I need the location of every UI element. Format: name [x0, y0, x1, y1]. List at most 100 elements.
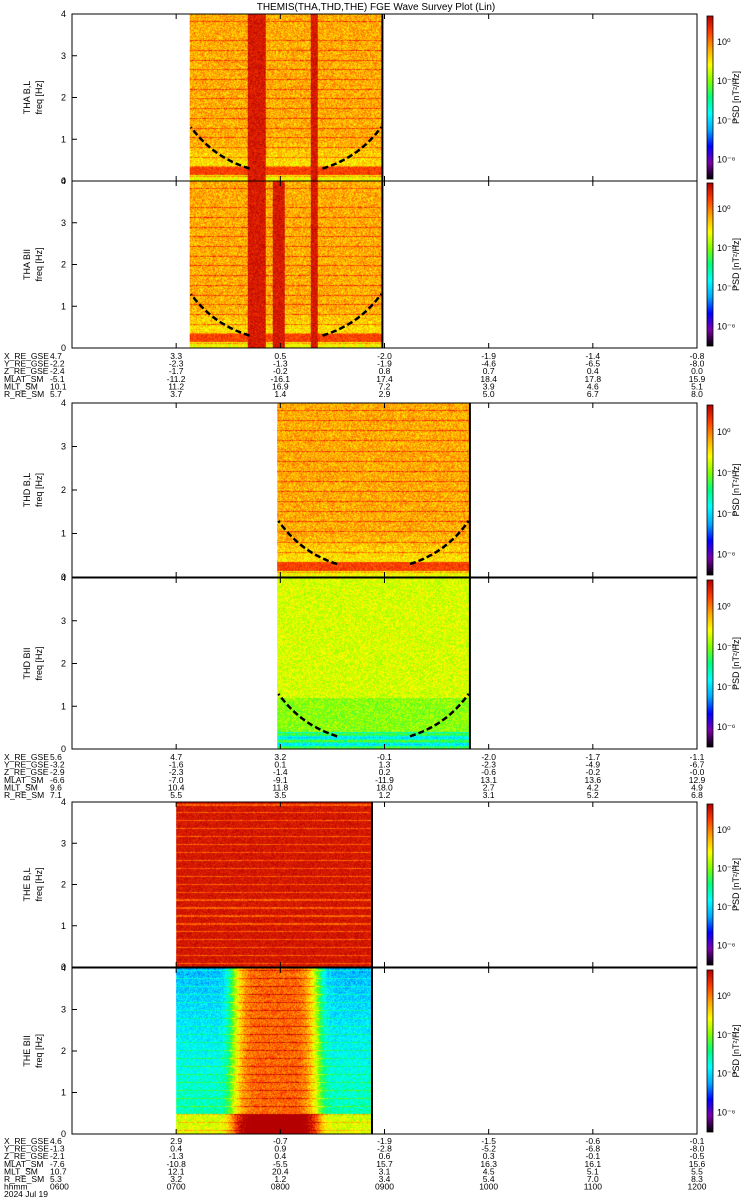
ephemeris-value: 5.2 [587, 790, 599, 800]
ephemeris-label: Z_RE_GSE [4, 767, 49, 777]
y-axis-label: THD B,L [22, 473, 32, 508]
colorbar [706, 404, 714, 576]
ephemeris-label: hhmm [4, 1182, 28, 1192]
ephemeris-value: 13.6 [585, 775, 602, 785]
ephemeris-label: Z_RE_GSE [4, 1151, 49, 1161]
y-axis-label: THA B,L [22, 81, 32, 115]
ephemeris-value: 11.8 [272, 782, 288, 792]
ephemeris-value: -0.1 [377, 752, 392, 762]
ephemeris-value: 0.4 [587, 366, 599, 376]
cyclotron-curve [322, 126, 383, 170]
ephemeris-value: 0700 [167, 1182, 186, 1192]
ephemeris-value: 4.6 [50, 1136, 62, 1146]
ephemeris-value: 0.0 [691, 366, 703, 376]
ephemeris-label: Z_RE_GSE [4, 366, 49, 376]
ephemeris-value: 7.0 [587, 1174, 599, 1184]
ephemeris-value: 0800 [271, 1182, 290, 1192]
cyclotron-curve [322, 293, 383, 337]
y-tick-label: 0 [61, 343, 66, 353]
colorbar-tick-label: 10⁻⁴ [717, 509, 736, 519]
colorbar-tick-label: 10⁻⁶ [717, 722, 736, 732]
spectrogram-image [277, 578, 471, 749]
y-tick-label: 4 [61, 573, 66, 583]
ephemeris-value: 17.4 [376, 374, 393, 384]
ephemeris-value: -1.7 [586, 752, 601, 762]
ephemeris-value: 0600 [50, 1182, 69, 1192]
colorbar-tick-label: 10⁻⁴ [717, 282, 736, 292]
y-axis-label: THD BII [22, 647, 32, 679]
panel-the-bl: 0 1 2 3 4 THE B,L freq [Hz] 10⁰ 10⁻² 10⁻⁴ 10⁻⁶ PSD … [22, 797, 741, 972]
cyclotron-curve [277, 693, 338, 738]
ephemeris-value: 0.5 [274, 351, 286, 361]
ephemeris-tables: X_RE_GSE 4.7 3.3 0.5 -2.0 -1.9 -1.4 -0.8Y_RE_GS… [4, 351, 707, 1199]
colorbar [706, 803, 714, 966]
y-tick-label: 1 [61, 301, 66, 311]
colorbar-tick-label: 10⁻⁶ [717, 550, 736, 560]
ephemeris-value: 5.5 [691, 1166, 703, 1176]
ephemeris-label: MLT_SM [4, 782, 38, 792]
ephemeris-value: 20.4 [272, 1166, 289, 1176]
ephemeris-value: 8.3 [691, 1174, 703, 1184]
ephemeris-value: 1.4 [274, 389, 286, 399]
ephemeris-value: 9.6 [50, 782, 62, 792]
colorbar-tick-label: 10⁰ [717, 204, 731, 214]
ephemeris-label: Y_RE_GSE [4, 359, 49, 369]
ephemeris-value: 17.8 [585, 374, 602, 384]
cyclotron-curve [409, 520, 470, 566]
ephemeris-tha: X_RE_GSE 4.7 3.3 0.5 -2.0 -1.9 -1.4 -0.8Y_RE_GS… [4, 351, 706, 399]
colorbar-tick-label: 10⁻² [717, 642, 735, 652]
ephemeris-value: -2.3 [481, 760, 496, 770]
y-axis-unit: freq [Hz] [34, 867, 44, 901]
y-tick-label: 0 [61, 1129, 66, 1139]
y-tick-label: 3 [61, 218, 66, 228]
ephemeris-label: R_RE_SM [4, 790, 44, 800]
ephemeris-value: 18.4 [480, 374, 497, 384]
spectrogram-image [176, 802, 373, 967]
ephemeris-value: -6.5 [586, 359, 601, 369]
spectrogram-image [189, 181, 383, 348]
ephemeris-value: -0.8 [690, 351, 705, 361]
ephemeris-value: 6.7 [587, 389, 599, 399]
y-axis-label: THE BII [22, 1035, 32, 1067]
y-axis-label: THE B,L [22, 867, 32, 901]
ephemeris-value: -1.9 [377, 359, 392, 369]
colorbar-tick-label: 10⁰ [717, 37, 731, 47]
ephemeris-thd: X_RE_GSE 5.6 4.7 3.2 -0.1 -2.0 -1.7 -1.1 Y_RE_GS… [4, 752, 706, 800]
y-tick-label: 1 [61, 921, 66, 931]
spectrogram-image [176, 968, 373, 1134]
ephemeris-value: -2.2 [50, 359, 65, 369]
ephemeris-value: 0.9 [274, 1144, 286, 1154]
ephemeris-label: MLT_SM [4, 381, 38, 391]
ephemeris-value: 4.7 [50, 351, 62, 361]
ephemeris-value: 8.0 [691, 389, 703, 399]
colorbar-tick-label: 10⁻⁴ [717, 902, 736, 912]
ephemeris-value: 16.3 [480, 1159, 497, 1169]
ephemeris-value: -2.3 [169, 359, 184, 369]
ephemeris-label: X_RE_GSE [4, 752, 49, 762]
ephemeris-value: 0.1 [274, 760, 286, 770]
ephemeris-label: Y_RE_GSE [4, 760, 49, 770]
y-tick-label: 3 [61, 442, 66, 452]
ephemeris-value: 5.3 [50, 1174, 62, 1184]
y-tick-label: 1 [61, 1088, 66, 1098]
panel-frame [71, 967, 698, 1135]
panel-thd-bii: 0 1 2 3 4 THD BII freq [Hz] 10⁰ 10⁻² 10⁻⁴ 10⁻⁶ PSD … [22, 573, 741, 754]
y-tick-label: 2 [61, 93, 66, 103]
ephemeris-value: 0.8 [379, 366, 391, 376]
ephemeris-value: 3.1 [483, 790, 495, 800]
ephemeris-value: -5.2 [481, 1144, 496, 1154]
y-tick-label: 4 [61, 797, 66, 807]
y-tick-label: 2 [61, 485, 66, 495]
ephemeris-value: 3.4 [379, 1174, 391, 1184]
colorbar-label: PSD [nT²/Hz] [731, 238, 741, 291]
ephemeris-value: -1.9 [481, 351, 496, 361]
ephemeris-value: -1.3 [169, 1151, 184, 1161]
ephemeris-value: 4.7 [170, 752, 182, 762]
ephemeris-value: 1000 [479, 1182, 498, 1192]
ephemeris-value: -2.0 [481, 752, 496, 762]
y-tick-label: 4 [61, 9, 66, 19]
panel-thd-bl: 0 1 2 3 4 THD B,L freq [Hz] 10⁰ 10⁻² 10⁻⁴ 10⁻⁶ PSD … [22, 398, 741, 582]
colorbar-tick-label: 10⁰ [717, 427, 731, 437]
ephemeris-value: 5.7 [50, 389, 62, 399]
